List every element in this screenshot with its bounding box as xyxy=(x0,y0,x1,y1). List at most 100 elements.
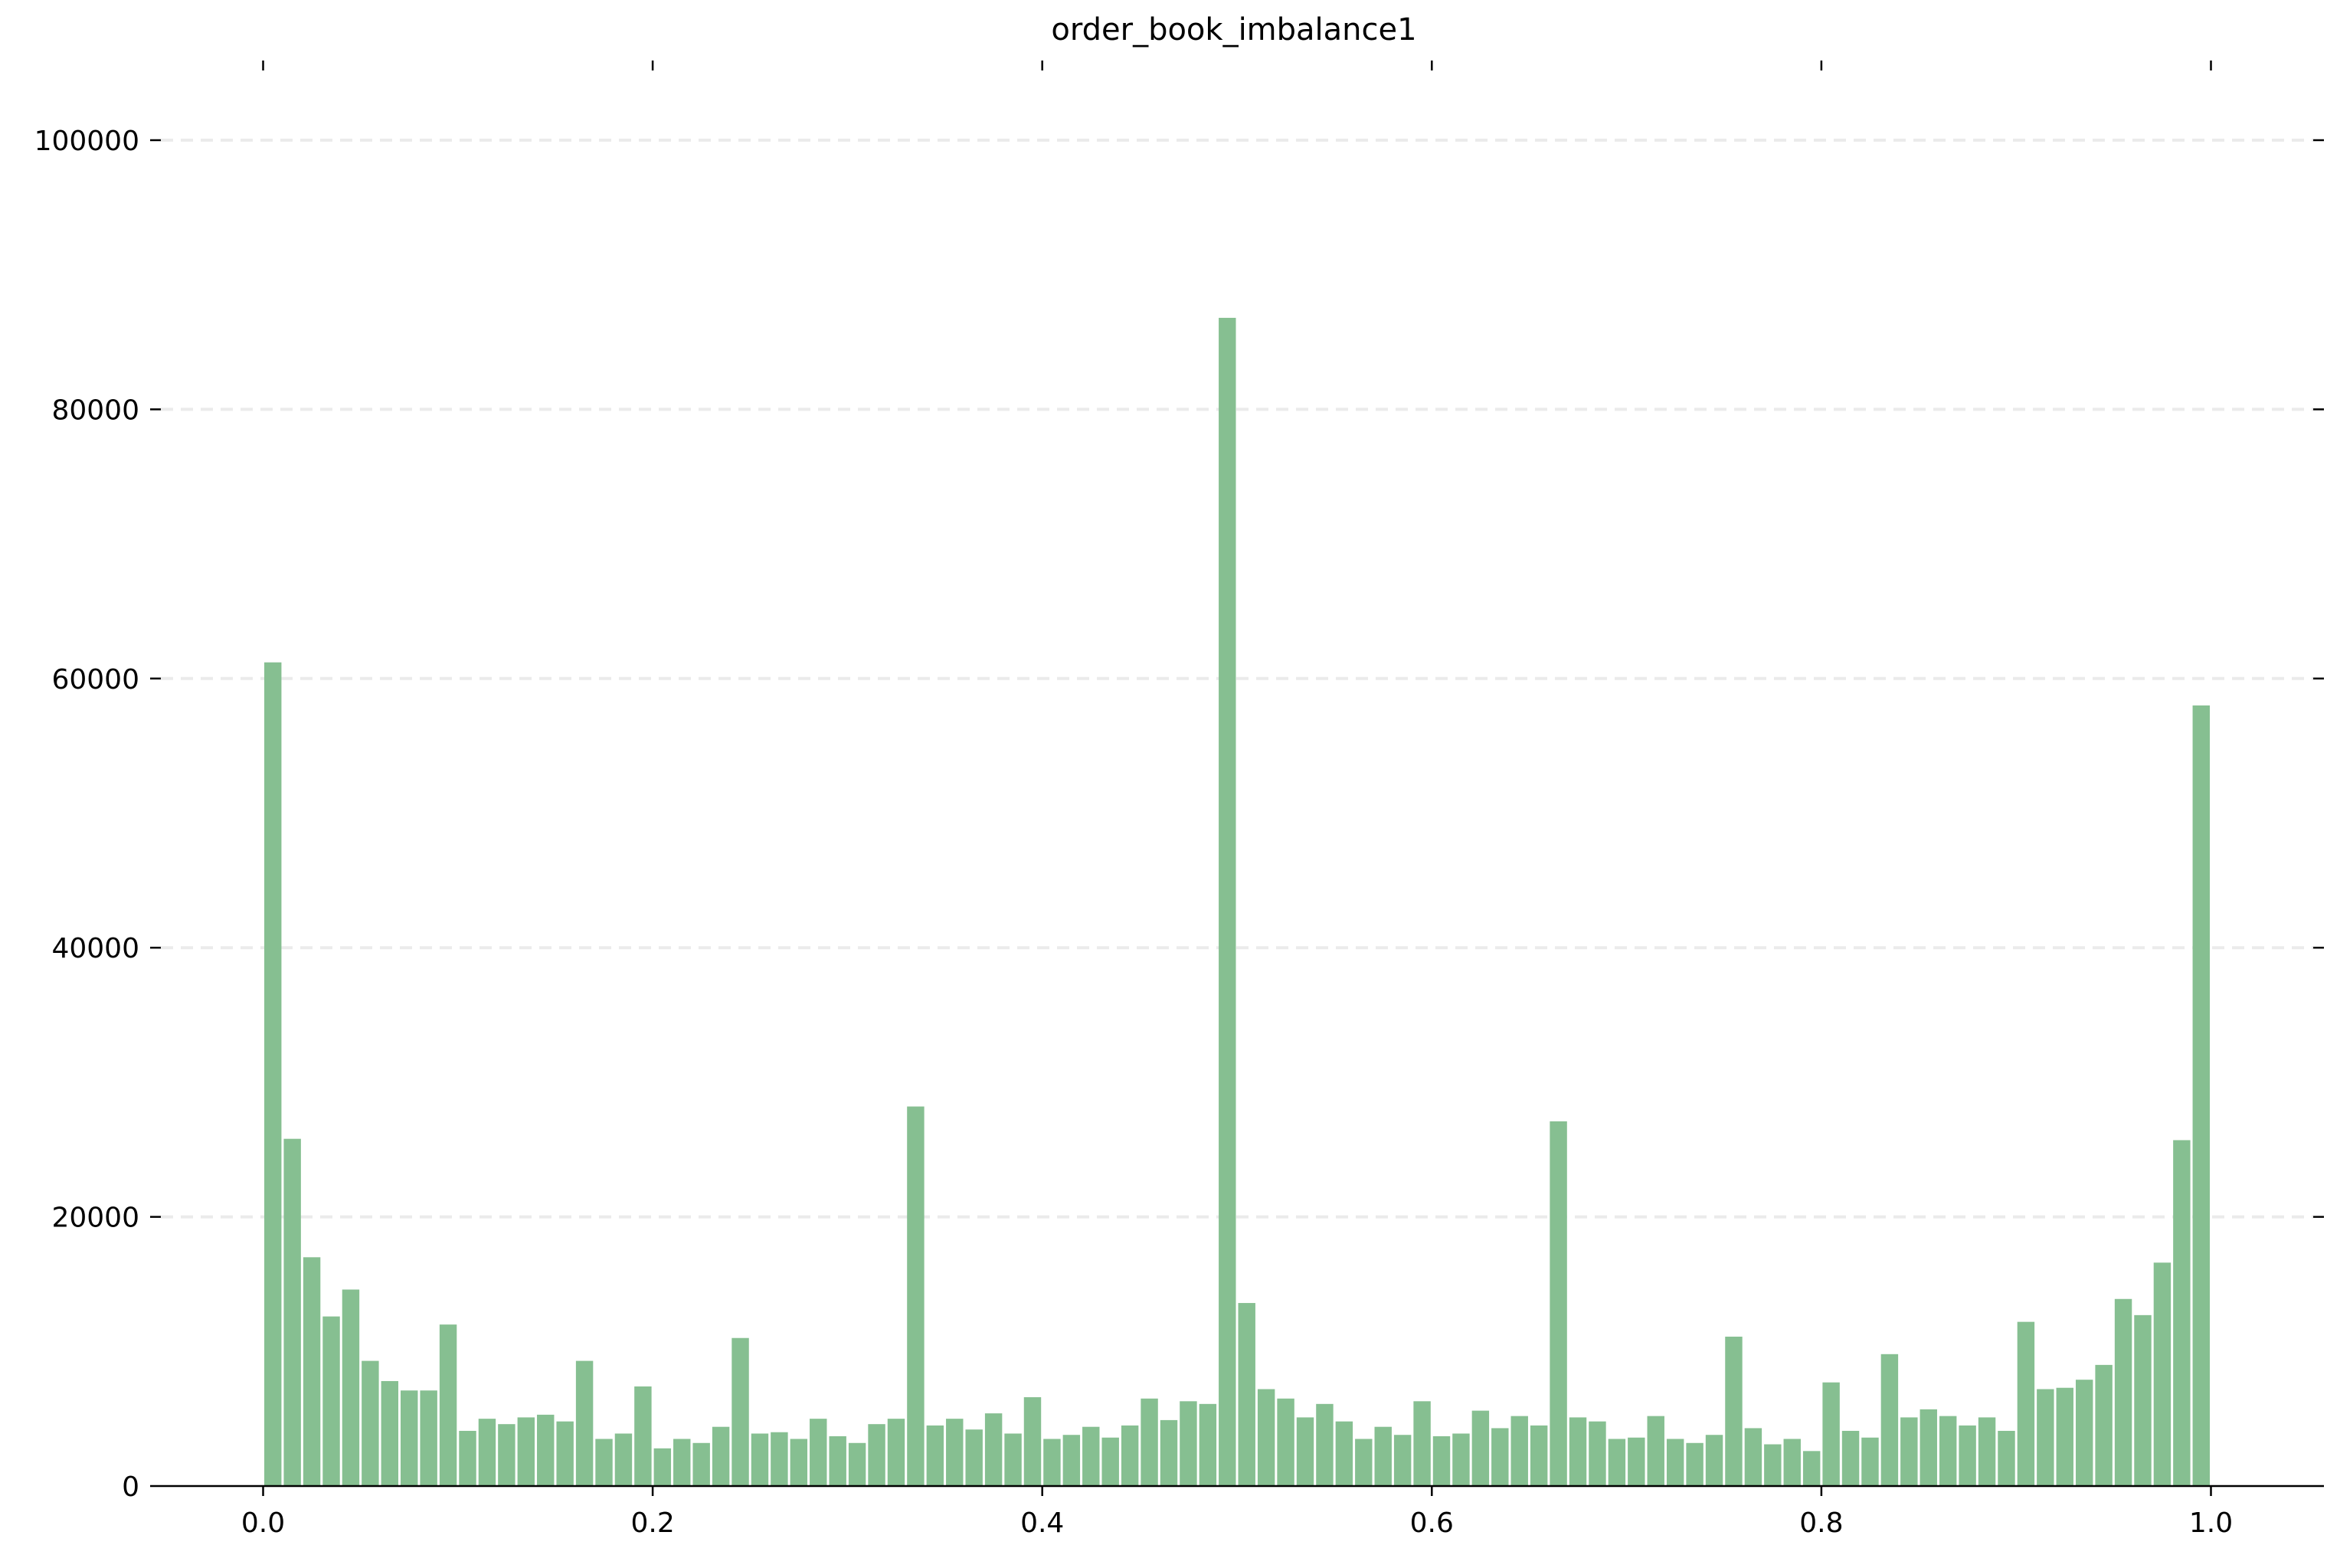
histogram-bar xyxy=(751,1433,769,1486)
histogram-bar xyxy=(692,1442,710,1486)
histogram-bar xyxy=(1062,1435,1081,1486)
histogram-bar xyxy=(1959,1425,1976,1486)
histogram-bar xyxy=(1822,1382,1840,1486)
histogram-bar xyxy=(1939,1416,1957,1486)
histogram-bar xyxy=(1413,1401,1431,1486)
histogram-bar xyxy=(1432,1435,1451,1486)
x-tick-label: 0.0 xyxy=(241,1507,285,1539)
histogram-bar xyxy=(1238,1303,1255,1486)
histogram-bar xyxy=(1666,1439,1684,1486)
grid-lines xyxy=(161,139,2313,1219)
histogram-bar xyxy=(614,1433,633,1486)
y-tick-label: 20000 xyxy=(51,1203,139,1234)
x-tick-label: 0.4 xyxy=(1020,1507,1064,1539)
histogram-bar xyxy=(537,1414,555,1486)
histogram-bar xyxy=(1628,1437,1645,1486)
histogram-bar xyxy=(653,1448,672,1486)
x-tick-label: 0.2 xyxy=(630,1507,674,1539)
histogram-bar xyxy=(965,1429,983,1486)
histogram-bar xyxy=(2134,1314,2152,1486)
histogram-bar xyxy=(1861,1437,1879,1486)
histogram-bar xyxy=(1744,1428,1762,1486)
y-tick-label: 80000 xyxy=(51,394,139,426)
histogram-bar xyxy=(478,1419,496,1486)
histogram-bar xyxy=(829,1435,846,1486)
histogram-bar xyxy=(1530,1425,1548,1486)
histogram-bar xyxy=(2153,1262,2172,1486)
histogram-bar xyxy=(868,1424,885,1486)
histogram-bar xyxy=(2095,1364,2113,1486)
histogram-bar xyxy=(2056,1387,2073,1486)
histogram-bar xyxy=(381,1380,399,1486)
histogram-bar xyxy=(1023,1397,1042,1486)
histogram-bar xyxy=(1920,1409,1937,1486)
histogram-bar xyxy=(1880,1354,1899,1486)
histogram-bar xyxy=(420,1390,437,1486)
histogram-bar xyxy=(362,1360,379,1486)
histogram-bar xyxy=(1802,1451,1821,1486)
histogram-bar xyxy=(556,1421,574,1486)
histogram-bar xyxy=(1764,1444,1782,1486)
histogram-bar xyxy=(1296,1417,1314,1486)
histogram-bar xyxy=(1335,1421,1353,1486)
histogram-bar xyxy=(303,1257,321,1486)
histogram-bar xyxy=(1355,1439,1373,1486)
histogram-bar xyxy=(2037,1389,2054,1486)
histogram-bar xyxy=(1004,1433,1022,1486)
histogram-bar xyxy=(1491,1428,1509,1486)
histogram-bar xyxy=(1101,1437,1119,1486)
histogram-bar xyxy=(1316,1403,1334,1486)
histogram-bar xyxy=(887,1419,905,1486)
histogram-bar xyxy=(1043,1439,1061,1486)
histogram-bar xyxy=(1452,1433,1470,1486)
axes: 0.0 0.2 0.4 0.6 0.8 1.0 0 20000 40000 60000 80000 1… xyxy=(34,61,2324,1539)
histogram-bar xyxy=(1589,1421,1606,1486)
histogram-bar xyxy=(673,1439,691,1486)
histogram-bar xyxy=(439,1324,457,1486)
y-tick-label: 100000 xyxy=(34,126,139,157)
histogram-bar xyxy=(1141,1398,1158,1486)
histogram-bar xyxy=(2017,1321,2035,1486)
histogram-bar xyxy=(595,1439,613,1486)
histogram-bar xyxy=(342,1289,360,1486)
histogram-bar xyxy=(264,662,282,1486)
x-tick-label: 1.0 xyxy=(2189,1507,2233,1539)
histogram-bar xyxy=(1374,1426,1392,1486)
histogram-bar xyxy=(634,1386,652,1486)
histogram-bar xyxy=(1277,1398,1294,1486)
histogram-bar xyxy=(712,1426,730,1486)
histogram-bar xyxy=(1471,1410,1490,1486)
histogram-bar xyxy=(1686,1442,1704,1486)
histogram-bar xyxy=(1393,1435,1412,1486)
x-tick-label: 0.8 xyxy=(1799,1507,1843,1539)
x-tick-label: 0.6 xyxy=(1410,1507,1454,1539)
histogram-bar xyxy=(1725,1336,1743,1486)
histogram-bar xyxy=(1121,1425,1139,1486)
histogram-bar xyxy=(1257,1389,1275,1486)
histogram-bar xyxy=(771,1432,788,1486)
histogram-bars xyxy=(264,317,2210,1486)
histogram-bar xyxy=(1569,1417,1587,1486)
histogram-bar xyxy=(790,1439,808,1486)
histogram-bar xyxy=(1647,1416,1664,1486)
y-tick-label: 40000 xyxy=(51,933,139,964)
histogram-bar xyxy=(1608,1439,1626,1486)
histogram-bar xyxy=(1841,1430,1860,1486)
histogram-bar xyxy=(984,1413,1003,1486)
histogram-bar xyxy=(1550,1121,1567,1486)
histogram-bar xyxy=(926,1425,944,1486)
histogram-bar xyxy=(1998,1430,2015,1486)
histogram-bar xyxy=(2075,1380,2093,1486)
histogram-bar xyxy=(1510,1416,1528,1486)
histogram-bar xyxy=(322,1316,340,1486)
histogram-bar xyxy=(498,1424,515,1486)
histogram-bar xyxy=(517,1417,535,1486)
histogram-bar xyxy=(575,1360,594,1486)
chart-title: order_book_imbalance1 xyxy=(1051,12,1416,47)
histogram-bar xyxy=(946,1419,964,1486)
histogram-bar xyxy=(1783,1439,1801,1486)
histogram-bar xyxy=(848,1442,866,1486)
histogram-bar xyxy=(731,1337,749,1486)
histogram-bar xyxy=(1160,1419,1178,1486)
